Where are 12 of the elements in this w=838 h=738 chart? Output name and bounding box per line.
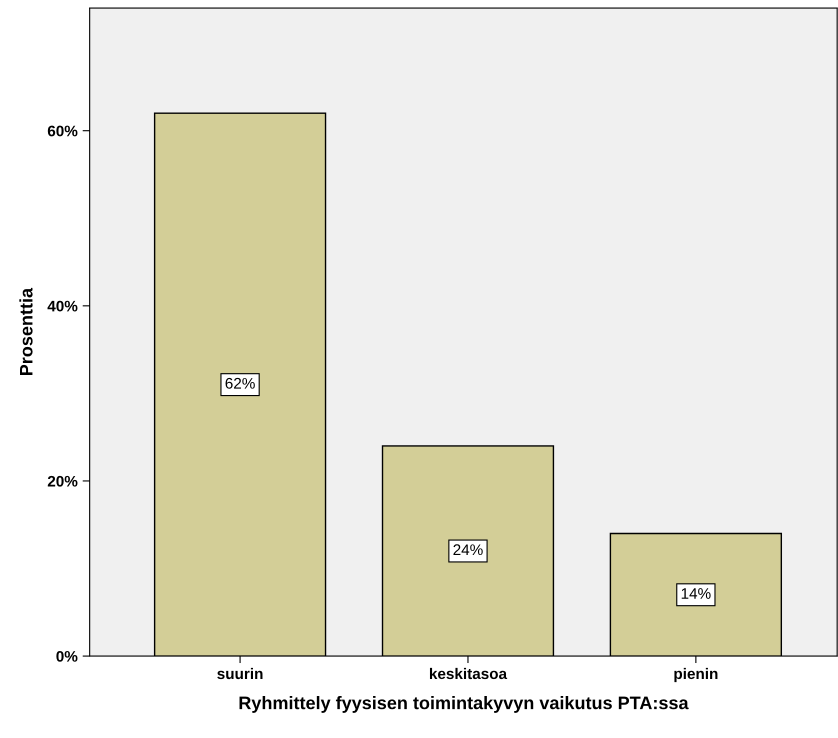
x-tick-label: keskitasoa [430, 668, 508, 680]
x-tick-label: pienin [674, 668, 718, 682]
y-tick-label: 20% [48, 476, 78, 487]
x-axis-title: Ryhmittely fyysisen toimintakyvyn vaikutus PTA:ssa [240, 696, 689, 713]
y-tick-label: 40% [48, 300, 78, 312]
data-label: 14% [682, 588, 711, 599]
x-tick-label: suurin [217, 668, 262, 680]
data-label: 24% [453, 544, 483, 556]
y-tick-label: 0% [56, 650, 78, 662]
data-label: 62% [226, 378, 255, 389]
y-tick-label: 60% [48, 126, 78, 136]
y-axis-title: Prosenttia [19, 288, 33, 376]
